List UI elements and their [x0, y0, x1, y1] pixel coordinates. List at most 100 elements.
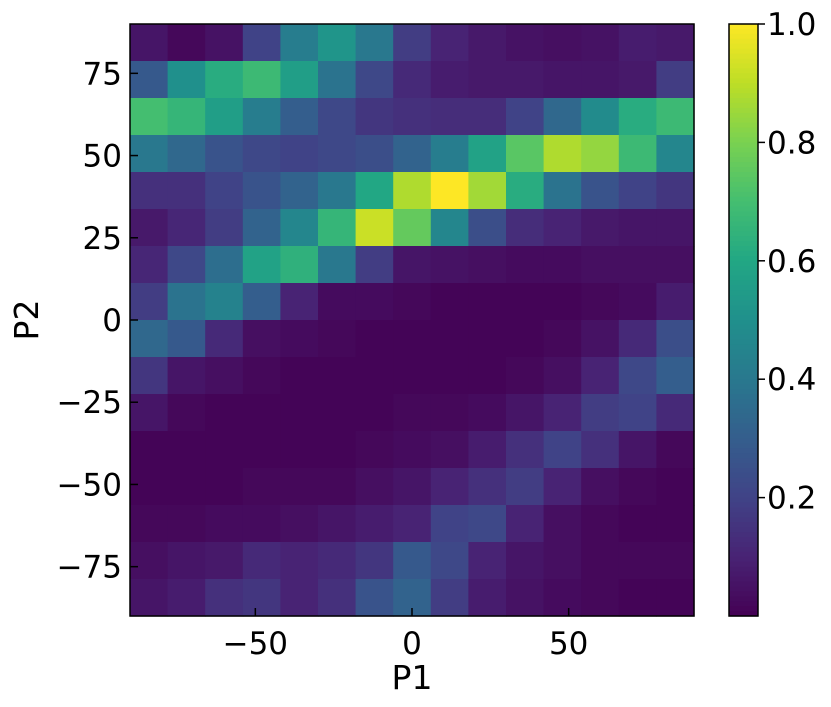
- heatmap-cell: [430, 172, 469, 210]
- heatmap-cell: [280, 542, 319, 580]
- heatmap-cell: [506, 394, 545, 432]
- heatmap-cell: [205, 431, 244, 469]
- colorbar-strip: [729, 162, 758, 168]
- colorbar-strip: [729, 93, 758, 99]
- heatmap-cell: [618, 394, 657, 432]
- colorbar-strip: [729, 38, 758, 45]
- heatmap-cell: [130, 468, 169, 506]
- colorbar-tick-label: 0.4: [767, 362, 816, 398]
- heatmap-cell: [618, 172, 657, 210]
- colorbar-strip: [729, 122, 758, 129]
- heatmap-cell: [656, 283, 695, 321]
- heatmap-cell: [242, 209, 281, 247]
- heatmap-cell: [280, 468, 319, 506]
- heatmap-cell: [280, 61, 319, 99]
- heatmap-cell: [543, 209, 582, 247]
- colorbar-strip: [729, 349, 758, 356]
- colorbar-strip: [729, 492, 758, 499]
- heatmap-cell: [167, 542, 206, 580]
- heatmap-cell: [468, 579, 507, 617]
- heatmap-cell: [130, 542, 169, 580]
- colorbar-strip: [729, 463, 758, 469]
- heatmap-cell: [506, 320, 545, 358]
- colorbar-strip: [729, 359, 758, 365]
- heatmap-cell: [130, 505, 169, 543]
- colorbar-strip: [729, 611, 758, 617]
- heatmap-cell: [506, 61, 545, 99]
- colorbar-strip: [729, 571, 758, 578]
- colorbar-tick-label: 0.2: [767, 481, 816, 517]
- colorbar-strip: [729, 221, 758, 227]
- heatmap-cell: [393, 542, 432, 580]
- colorbar-strip: [729, 586, 758, 592]
- y-axis-label: P2: [7, 300, 46, 341]
- colorbar-strip: [729, 546, 758, 553]
- heatmap-cell: [130, 135, 169, 173]
- colorbar-tick-label: 1.0: [767, 7, 816, 43]
- colorbar-strip: [729, 83, 758, 89]
- heatmap-cell: [468, 172, 507, 210]
- heatmap-cell: [355, 246, 394, 284]
- colorbar-strip: [729, 33, 758, 40]
- heatmap-cell: [393, 209, 432, 247]
- heatmap-cell: [280, 98, 319, 136]
- colorbar-strip: [729, 176, 758, 183]
- colorbar-strip: [729, 443, 758, 449]
- colorbar-tick-label: 0.6: [767, 244, 816, 280]
- heatmap-cell: [167, 579, 206, 617]
- colorbar-strip: [729, 606, 758, 612]
- heatmap-cell: [430, 135, 469, 173]
- heatmap-cell: [543, 61, 582, 99]
- colorbar-strip: [729, 48, 758, 55]
- colorbar-strip: [729, 339, 758, 346]
- colorbar-strip: [729, 43, 758, 50]
- heatmap-cell: [468, 98, 507, 136]
- heatmap-cell: [618, 283, 657, 321]
- colorbar-strip: [729, 211, 758, 217]
- colorbar-strip: [729, 497, 758, 504]
- heatmap-cell: [618, 135, 657, 173]
- heatmap-cell: [581, 135, 620, 173]
- heatmap-cell: [242, 505, 281, 543]
- heatmap-cell: [130, 357, 169, 395]
- colorbar-strip: [729, 384, 758, 390]
- heatmap-cell: [618, 61, 657, 99]
- colorbar-strip: [729, 24, 758, 30]
- heatmap-cell: [581, 320, 620, 358]
- colorbar-strip: [729, 576, 758, 583]
- colorbar-strip: [729, 142, 758, 148]
- heatmap-cell: [618, 24, 657, 62]
- colorbar-strip: [729, 398, 758, 405]
- colorbar-strip: [729, 226, 758, 232]
- heatmap-cell: [130, 283, 169, 321]
- heatmap-cell: [318, 246, 357, 284]
- y-tick-label: 0: [102, 303, 122, 339]
- heatmap-cell: [618, 320, 657, 358]
- x-axis-label: P1: [392, 658, 433, 697]
- y-axis-ticks: −75 −50 −25 0 25 50 75: [57, 56, 138, 586]
- heatmap-cell: [318, 320, 357, 358]
- heatmap-cell: [393, 61, 432, 99]
- y-tick-label: −50: [57, 467, 122, 503]
- colorbar-strip: [729, 556, 758, 563]
- heatmap-cell: [581, 468, 620, 506]
- heatmap-cell: [318, 357, 357, 395]
- colorbar-strip: [729, 581, 758, 587]
- colorbar-strip: [729, 324, 758, 331]
- heatmap-cell: [618, 505, 657, 543]
- heatmap-cell: [130, 98, 169, 136]
- colorbar-tick-label: 0.8: [767, 125, 816, 161]
- heatmap-cell: [468, 135, 507, 173]
- heatmap-cell: [130, 431, 169, 469]
- colorbar-strip: [729, 448, 758, 454]
- heatmap-cell: [656, 320, 695, 358]
- heatmap-cell: [205, 135, 244, 173]
- heatmap-cell: [130, 24, 169, 62]
- heatmap-cell: [468, 320, 507, 358]
- colorbar-strip: [729, 127, 758, 134]
- colorbar-strip: [729, 364, 758, 370]
- heatmap-cell: [242, 431, 281, 469]
- x-axis-ticks: −50 0 50: [223, 608, 588, 662]
- colorbar-strip: [729, 68, 758, 74]
- colorbar-strip: [729, 28, 758, 35]
